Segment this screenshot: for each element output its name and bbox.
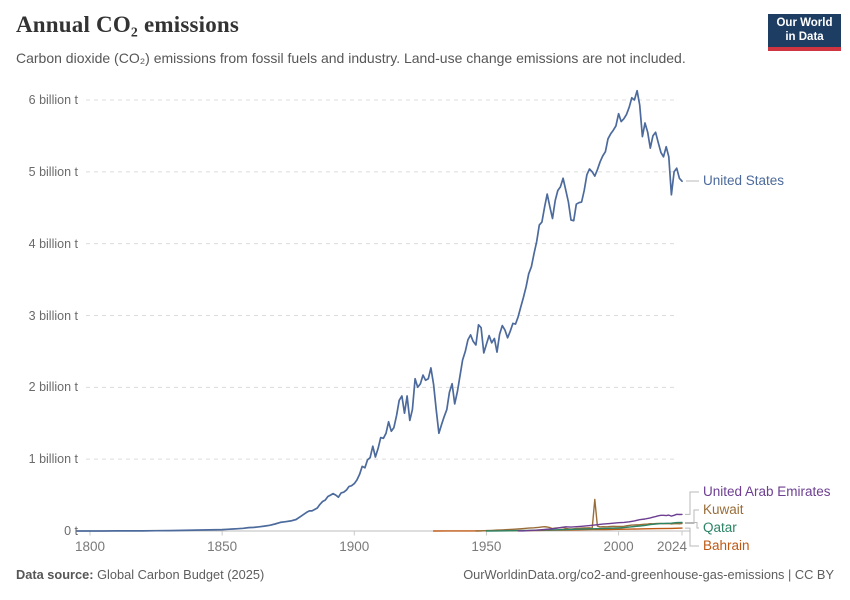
x-axis-tick-label: 1950 xyxy=(471,539,502,554)
page-title: Annual CO₂ emissions xyxy=(16,12,240,37)
x-axis-tick-label: 2000 xyxy=(603,539,634,554)
y-axis-tick-label: 6 billion t xyxy=(28,93,78,107)
owid-logo-line1: Our World xyxy=(776,17,833,30)
data-source-label: Data source: xyxy=(16,567,94,582)
legend-connector-kuwait xyxy=(685,509,699,524)
legend-label-qatar[interactable]: Qatar xyxy=(703,520,737,535)
data-source-note: Data source: Global Carbon Budget (2025) xyxy=(16,567,264,582)
y-axis-tick-label: 5 billion t xyxy=(28,164,78,179)
chart-footer: Data source: Global Carbon Budget (2025)… xyxy=(16,567,834,582)
owid-logo-line2: in Data xyxy=(785,30,824,43)
legend-label-united-states[interactable]: United States xyxy=(703,173,785,188)
legend-connector-united-arab-emirates xyxy=(685,491,699,515)
y-axis-tick-label: 3 billion t xyxy=(28,308,78,323)
chart-subtitle: Carbon dioxide (CO₂) emissions from foss… xyxy=(16,50,686,66)
series-line-united-states[interactable] xyxy=(75,89,683,532)
x-axis-tick-label: 1850 xyxy=(207,539,238,554)
x-axis-tick-label: 1900 xyxy=(339,539,370,554)
credit-link[interactable]: OurWorldinData.org/co2-and-greenhouse-ga… xyxy=(463,567,834,582)
owid-logo[interactable]: Our World in Data xyxy=(768,14,841,51)
y-axis-tick-label: 0 t xyxy=(64,524,78,538)
legend-label-united-arab-emirates[interactable]: United Arab Emirates xyxy=(703,484,831,499)
y-axis-tick-label: 2 billion t xyxy=(28,380,78,395)
legend-connector-qatar xyxy=(685,522,699,529)
legend-label-bahrain[interactable]: Bahrain xyxy=(703,538,750,553)
y-axis-tick-label: 4 billion t xyxy=(28,236,78,251)
x-axis-tick-label: 2024 xyxy=(656,539,688,554)
legend-connector-bahrain xyxy=(685,527,699,547)
y-axis-tick-label: 1 billion t xyxy=(28,452,78,467)
x-axis-tick-label: 1800 xyxy=(74,539,106,554)
series-line-united-arab-emirates[interactable] xyxy=(517,513,683,532)
data-source-value: Global Carbon Budget (2025) xyxy=(93,567,265,582)
legend-label-kuwait[interactable]: Kuwait xyxy=(703,502,744,517)
